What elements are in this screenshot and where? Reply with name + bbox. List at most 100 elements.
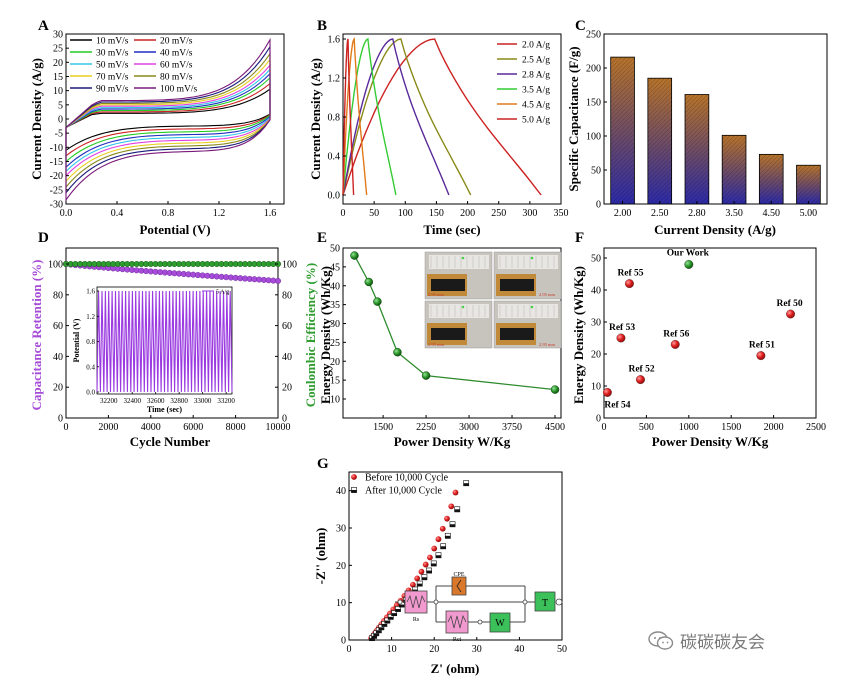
- photo-board: [429, 255, 489, 269]
- retention-point: [275, 277, 282, 284]
- panel-a-ytick-label: 0: [58, 115, 63, 126]
- inset-legend-label: 5 A/g: [216, 290, 229, 296]
- inset-xtick-label: 32200: [100, 397, 118, 405]
- panel-f-ylabel: Energy Density (Wh/Kg): [571, 266, 586, 404]
- panel-b-xtick-label: 250: [491, 208, 506, 219]
- legend-label: 90 mV/s: [96, 85, 129, 95]
- nyquist-before-point: [422, 561, 429, 568]
- panel-label-g: G: [317, 456, 329, 472]
- panel-g-ytick-label: 30: [336, 524, 346, 535]
- panel-label-a: A: [38, 18, 49, 34]
- comparison-point-5: [670, 339, 680, 349]
- panel-a-ytick-label: -15: [50, 157, 63, 168]
- comparison-point-1: [684, 259, 694, 269]
- photo-electrode: [500, 328, 534, 340]
- panel-d-ylabel-left: Capacitance Retention (%): [29, 260, 44, 411]
- panel-d-right-ytick-label: 20: [282, 383, 292, 394]
- comparison-point-4: [616, 333, 626, 343]
- nyquist-after-point-fill: [426, 570, 432, 574]
- panel-e-xtick-label: 4500: [545, 422, 565, 433]
- legend-before-marker: [351, 474, 357, 480]
- panel-d-right-ytick-label: 0: [282, 414, 287, 425]
- legend-label: 3.5 A/g: [522, 86, 550, 96]
- nyquist-after-point-fill: [376, 630, 382, 633]
- panel-d-left-ytick-label: 100: [48, 260, 63, 271]
- panel-a-ytick-label: -10: [50, 143, 63, 154]
- comparison-label-2: Ref 55: [617, 269, 643, 279]
- comparison-label-4: Ref 53: [609, 323, 635, 333]
- panel-a-xtick-label: 0.0: [60, 208, 73, 219]
- panel-d-xtick-label: 8000: [226, 422, 246, 433]
- panel-c-ytick-label: 250: [586, 30, 601, 41]
- panel-g-ytick-label: 20: [336, 561, 346, 572]
- photo-board: [498, 304, 558, 318]
- panel-d-xtick-label: 10000: [266, 422, 291, 433]
- legend-label: 40 mV/s: [160, 49, 193, 59]
- panel-g-xtick-label: 40: [514, 644, 524, 655]
- nyquist-before-point: [427, 554, 433, 561]
- nyquist-before-point: [435, 536, 442, 543]
- panel-g-ylabel: -Z'' (ohm): [313, 528, 328, 585]
- ragone-line: [353, 255, 556, 391]
- comparison-label-3: Ref 50: [777, 299, 803, 309]
- panel-f-comparison: Our Work Ref 55 Ref 50 Ref 53 Ref 56 Ref 51 Re…: [571, 247, 826, 449]
- panel-c-xtick-label: 5.00: [800, 208, 818, 219]
- nyquist-before-point: [448, 503, 455, 510]
- photo-scale-label: 2.95 mm: [428, 342, 445, 347]
- ragone-point-1: [350, 251, 359, 260]
- legend-label: 4.5 A/g: [522, 101, 550, 111]
- panel-c-ytick-label: 200: [586, 64, 601, 75]
- panel-f-ytick-label: 50: [591, 254, 601, 265]
- panel-c-ytick-label: 0: [596, 200, 601, 211]
- panel-c-xtick-label: 4.50: [763, 208, 781, 219]
- ragone-point-3: [373, 297, 382, 306]
- nyquist-after-point-fill: [454, 509, 460, 512]
- panel-b-ylabel: Current Density (A/g): [308, 58, 323, 180]
- panel-c-ytick-label: 50: [591, 166, 601, 177]
- nyquist-after-point-fill: [431, 563, 437, 567]
- panel-e-ytick-label: 50: [330, 244, 340, 255]
- legend-label: 2.0 A/g: [522, 41, 550, 51]
- photo-scale-label: 2.95 mm: [539, 292, 556, 297]
- panel-b-xtick-label: 100: [398, 208, 413, 219]
- panel-f-xtick-label: 1000: [679, 422, 699, 433]
- panel-a-xtick-label: 0.4: [111, 208, 124, 219]
- panel-b-xtick-label: 50: [369, 208, 379, 219]
- legend-label: 2.5 A/g: [522, 56, 550, 66]
- panel-d-xlabel: Cycle Number: [130, 434, 211, 449]
- rct-resistor: [445, 610, 469, 634]
- photo-led: [461, 256, 465, 260]
- legend-after-label: After 10,000 Cycle: [365, 486, 442, 497]
- rs-label: Rs: [413, 617, 420, 623]
- legend-label: 5.0 A/g: [522, 116, 550, 126]
- panel-c-xlabel: Current Density (A/g): [654, 222, 776, 237]
- inset-xtick-label: 32800: [170, 397, 188, 405]
- legend-label: 30 mV/s: [96, 49, 129, 59]
- comparison-label-7: Ref 52: [628, 365, 654, 375]
- nyquist-before-point: [444, 515, 450, 522]
- panel-a-ytick-label: 5: [58, 100, 63, 111]
- panel-c-xtick-label: 3.50: [725, 208, 743, 219]
- panel-b-xtick-label: 0: [341, 208, 346, 219]
- photo-scale-label: 2.95 mm: [428, 292, 445, 297]
- nyquist-before-point: [414, 575, 421, 582]
- cpe-label: CPE: [453, 572, 464, 578]
- ragone-point-6: [550, 385, 560, 394]
- nyquist-after-point-fill: [384, 620, 390, 624]
- photo-board: [429, 304, 489, 318]
- panel-g-ytick-label: 10: [336, 598, 346, 609]
- legend-after-marker-fill: [351, 490, 357, 493]
- panel-e-xtick-label: 2250: [416, 422, 436, 433]
- panel-b-xtick-label: 300: [522, 208, 537, 219]
- panel-d-left-ytick-label: 60: [53, 321, 63, 332]
- panel-e-ytick-label: 45: [330, 262, 340, 273]
- panel-a-ytick-label: 25: [53, 44, 63, 55]
- panel-f-xtick-label: 2000: [764, 422, 784, 433]
- legend-label: 2.8 A/g: [522, 71, 550, 81]
- panel-label-c: C: [575, 18, 586, 34]
- legend-label: 60 mV/s: [160, 61, 193, 71]
- panel-a-xtick-label: 1.6: [264, 208, 277, 219]
- panel-e-xlabel: Power Density W/Kg: [394, 434, 511, 449]
- comparison-point-7: [636, 375, 645, 385]
- wechat-watermark: 碳碳碳友会: [648, 628, 765, 653]
